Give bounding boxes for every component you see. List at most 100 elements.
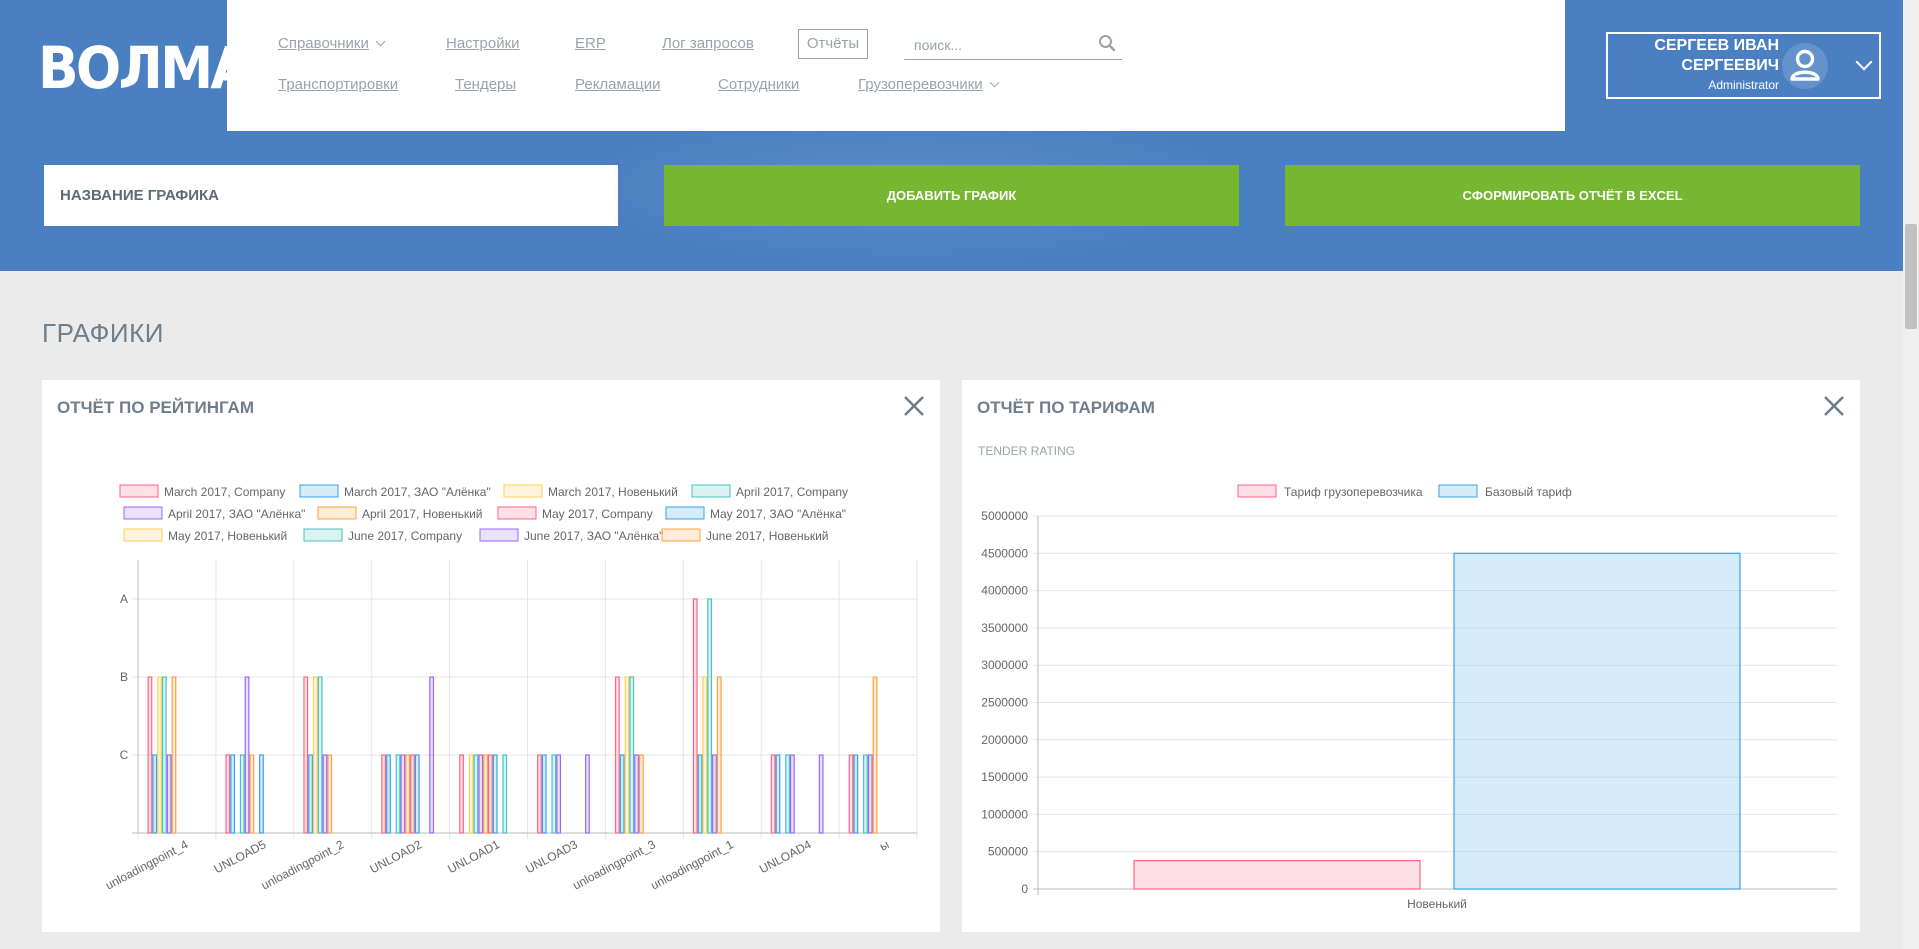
x-tick-label: UNLOAD5 bbox=[212, 837, 269, 876]
scrollbar[interactable] bbox=[1903, 0, 1919, 949]
nav-request-log[interactable]: Лог запросов bbox=[662, 35, 754, 52]
bar bbox=[556, 754, 562, 834]
nav-tenders[interactable]: Тендеры bbox=[455, 76, 517, 93]
bar bbox=[225, 754, 231, 834]
bar bbox=[478, 754, 484, 834]
search-input[interactable] bbox=[914, 34, 1094, 56]
bar bbox=[244, 676, 250, 834]
user-name: СЕРГЕЕВ ИВАН СЕРГЕЕВИЧ bbox=[1654, 36, 1779, 76]
legend-swatch bbox=[665, 506, 705, 520]
bar bbox=[707, 598, 713, 834]
nav-transportations[interactable]: Транспортировки bbox=[278, 76, 399, 93]
y-tick-label: 4000000 bbox=[981, 584, 1028, 598]
bar bbox=[614, 676, 620, 834]
bar bbox=[848, 754, 854, 834]
tariffs-chart-card: ОТЧЁТ ПО ТАРИФАМ TENDER RATING Тариф гру… bbox=[962, 380, 1860, 932]
nav-carriers[interactable]: Грузоперевозчики bbox=[858, 76, 1000, 93]
bar bbox=[716, 676, 722, 834]
legend-label: May 2017, Новенький bbox=[168, 529, 287, 543]
bar bbox=[619, 754, 625, 834]
nav-directories-label: Справочники bbox=[278, 35, 369, 52]
legend-label: Тариф грузоперевозчика bbox=[1284, 485, 1423, 499]
bar bbox=[317, 676, 323, 834]
reports-button[interactable]: Отчёты bbox=[798, 29, 868, 59]
y-tick-label: 5000000 bbox=[981, 509, 1028, 523]
ratings-chart: March 2017, Company March 2017, ЗАО "Алён… bbox=[103, 484, 918, 893]
bar bbox=[770, 754, 776, 834]
bar bbox=[171, 676, 177, 834]
add-chart-button[interactable]: ДОБАВИТЬ ГРАФИК bbox=[664, 165, 1239, 226]
legend-swatch bbox=[661, 528, 701, 542]
y-tick-label: A bbox=[120, 592, 128, 606]
bar bbox=[152, 754, 158, 834]
card-title: ОТЧЁТ ПО РЕЙТИНГАМ bbox=[57, 398, 254, 417]
legend-swatch bbox=[1237, 484, 1277, 498]
logo-box[interactable]: ВОЛМА bbox=[0, 0, 252, 131]
bar bbox=[381, 754, 387, 834]
bar bbox=[405, 754, 411, 834]
nav-directories[interactable]: Справочники bbox=[278, 35, 386, 52]
close-icon[interactable] bbox=[902, 394, 926, 418]
bar bbox=[473, 754, 479, 834]
user-name-line2: СЕРГЕЕВИЧ bbox=[1681, 57, 1779, 74]
x-tick-label: unloadingpoint_4 bbox=[103, 837, 191, 892]
y-tick-label: 3000000 bbox=[981, 658, 1028, 672]
bar bbox=[638, 754, 644, 834]
legend-label: March 2017, Company bbox=[164, 485, 285, 499]
chart-name-input[interactable] bbox=[44, 165, 618, 226]
y-tick-label: 3500000 bbox=[981, 621, 1028, 635]
y-tick-label: 2500000 bbox=[981, 696, 1028, 710]
y-tick-label: 0 bbox=[1021, 882, 1028, 896]
bar bbox=[483, 754, 488, 834]
user-avatar-icon bbox=[1782, 43, 1828, 89]
card-subtitle: TENDER RATING bbox=[978, 444, 1076, 458]
chevron-down-icon bbox=[1855, 53, 1873, 71]
y-tick-label: 500000 bbox=[988, 845, 1028, 859]
user-menu[interactable]: СЕРГЕЕВ ИВАН СЕРГЕЕВИЧ Administrator bbox=[1606, 32, 1881, 99]
search-box bbox=[904, 30, 1122, 60]
legend-label: April 2017, Company bbox=[736, 485, 848, 499]
bar bbox=[629, 676, 635, 834]
close-icon[interactable] bbox=[1822, 394, 1846, 418]
nav-erp[interactable]: ERP bbox=[575, 35, 606, 52]
x-tick-label: unloadingpoint_1 bbox=[648, 837, 736, 892]
bar bbox=[308, 754, 313, 834]
bar bbox=[429, 676, 435, 834]
bar bbox=[712, 754, 717, 834]
bar bbox=[157, 676, 162, 834]
bar bbox=[697, 754, 703, 834]
nav-settings[interactable]: Настройки bbox=[446, 35, 520, 52]
y-tick-label: 1000000 bbox=[981, 807, 1028, 821]
bar bbox=[775, 754, 781, 834]
bar bbox=[551, 754, 557, 834]
legend-label: April 2017, ЗАО "Алёнка" bbox=[168, 507, 305, 521]
nav-carriers-label: Грузоперевозчики bbox=[858, 76, 983, 93]
nav-claims[interactable]: Рекламации bbox=[575, 76, 661, 93]
tariffs-chart: Тариф грузоперевозчика Базовый тариф 0 5000… bbox=[981, 484, 1837, 911]
bar bbox=[414, 754, 420, 834]
ratings-chart-card: ОТЧЁТ ПО РЕЙТИНГАМ March 2017, Company Ma… bbox=[42, 380, 940, 932]
export-excel-button[interactable]: СФОРМИРОВАТЬ ОТЧЁТ В EXCEL bbox=[1285, 165, 1860, 226]
bar bbox=[400, 754, 406, 834]
search-icon[interactable] bbox=[1098, 34, 1116, 52]
bar bbox=[537, 754, 542, 834]
bar bbox=[259, 754, 264, 834]
bar bbox=[863, 754, 868, 834]
legend-swatch bbox=[123, 506, 163, 520]
bar bbox=[502, 754, 508, 834]
legend-swatch bbox=[479, 528, 519, 542]
y-tick-label: 1500000 bbox=[981, 770, 1028, 784]
legend-label: June 2017, Company bbox=[348, 529, 462, 543]
bar bbox=[585, 754, 590, 834]
bar bbox=[395, 754, 401, 834]
bar bbox=[166, 754, 172, 834]
bar bbox=[785, 754, 790, 834]
nav-employees[interactable]: Сотрудники bbox=[718, 76, 800, 93]
y-tick-label: 4500000 bbox=[981, 546, 1028, 560]
user-role: Administrator bbox=[1708, 78, 1779, 92]
legend-label: April 2017, Новенький bbox=[362, 507, 483, 521]
bar bbox=[303, 676, 309, 834]
bar bbox=[853, 754, 859, 834]
bar bbox=[459, 754, 464, 834]
scrollbar-thumb[interactable] bbox=[1905, 224, 1917, 329]
